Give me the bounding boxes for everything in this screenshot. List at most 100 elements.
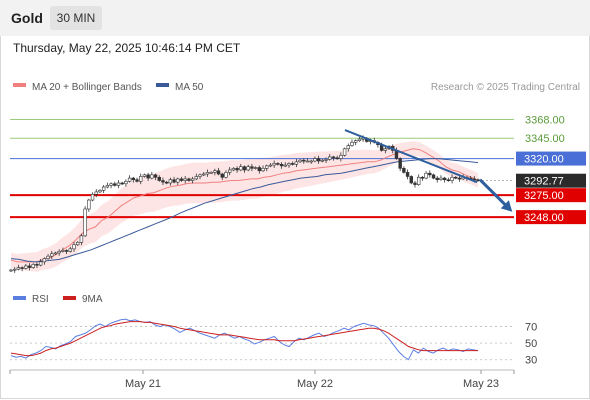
candle [454, 176, 458, 180]
candle-body [187, 178, 191, 181]
candle [190, 176, 195, 184]
candle [27, 263, 32, 271]
candle [42, 257, 47, 265]
level-label-3248.00: 3248.00 [524, 212, 564, 224]
forecast-arrow-head [500, 200, 513, 212]
candle [46, 254, 50, 260]
candle [357, 137, 362, 142]
candle-body [194, 176, 199, 180]
candle-body [242, 166, 247, 171]
candle [176, 177, 180, 185]
candle [428, 170, 432, 178]
candle [209, 171, 213, 174]
candle-body [83, 208, 87, 237]
rsi-legend-swatch [13, 296, 26, 300]
candle-body [213, 170, 217, 173]
candle [231, 167, 236, 172]
rsi-ma-legend-label: 9MA [82, 294, 103, 305]
candle-body [431, 174, 436, 179]
candle [424, 171, 428, 180]
candle-body [420, 176, 425, 179]
candle-body [316, 158, 321, 162]
candle [131, 176, 136, 183]
candle-body [342, 148, 347, 156]
x-axis: May 21 May 22 May 23 [9, 370, 515, 390]
ma20-legend-label: MA 20 + Bollinger Bands [32, 82, 142, 93]
candle [113, 181, 117, 187]
candle-body [383, 148, 388, 151]
level-label-3345.00: 3345.00 [525, 133, 565, 145]
candle [257, 165, 262, 174]
level-label-3275.00: 3275.00 [524, 190, 564, 202]
candle [9, 268, 13, 273]
candle-body [428, 172, 432, 176]
candle-body [272, 163, 276, 166]
candle [98, 189, 102, 194]
candle [442, 176, 447, 183]
candle [120, 181, 124, 185]
candle-body [72, 244, 76, 250]
candle-body [135, 179, 139, 182]
candle-body [161, 180, 165, 183]
candle-body [398, 158, 402, 169]
candle [439, 175, 443, 181]
candle [283, 162, 287, 168]
rsi-legend-label: RSI [32, 294, 49, 305]
candle-body [257, 167, 262, 172]
candle [205, 169, 210, 177]
candle-body [224, 172, 228, 178]
candle-body [235, 168, 239, 171]
candle [265, 164, 269, 172]
candle [339, 152, 343, 162]
candle-body [246, 166, 250, 171]
candle-body [353, 140, 358, 143]
candle-body [313, 158, 317, 162]
candle [38, 259, 43, 267]
candle-body [331, 156, 336, 159]
candle-body [216, 170, 221, 175]
candle-body [168, 179, 173, 184]
candle-body [446, 179, 451, 182]
candle [413, 180, 417, 188]
candle [72, 241, 76, 252]
candle [76, 241, 80, 247]
candle [416, 174, 421, 186]
candle-body [450, 176, 454, 181]
candle-body [90, 194, 95, 201]
resistance-trendline [344, 129, 478, 184]
candle [250, 163, 254, 172]
candle [142, 173, 147, 178]
candle [268, 163, 273, 168]
bollinger-band [11, 141, 478, 272]
candle-body [472, 178, 476, 181]
candle [179, 176, 184, 182]
rsi-tick-50: 50 [525, 338, 537, 350]
candle-body [101, 186, 106, 191]
rsi-tick-70: 70 [525, 322, 537, 334]
candle [157, 175, 161, 182]
candle-body [179, 178, 184, 181]
candle-body [153, 174, 158, 178]
candle-body [405, 172, 410, 177]
candle [446, 177, 451, 182]
candle-body [298, 159, 302, 163]
candle [220, 172, 224, 181]
candle-body [31, 264, 35, 268]
candle [335, 155, 339, 160]
candle [64, 249, 69, 255]
candle [350, 139, 354, 147]
candle [183, 176, 187, 184]
candle-body [172, 179, 176, 183]
candle [246, 164, 250, 172]
candle [235, 166, 239, 173]
candle-body [176, 178, 180, 183]
ma50-legend-swatch [156, 83, 169, 87]
candle [187, 177, 191, 182]
candle [324, 157, 328, 164]
candle [287, 162, 291, 168]
candle [139, 173, 143, 185]
candle-body [276, 163, 280, 165]
candle-body [94, 191, 98, 195]
timeframe-button[interactable]: 30 MIN [50, 6, 102, 30]
candle-body [350, 141, 354, 146]
